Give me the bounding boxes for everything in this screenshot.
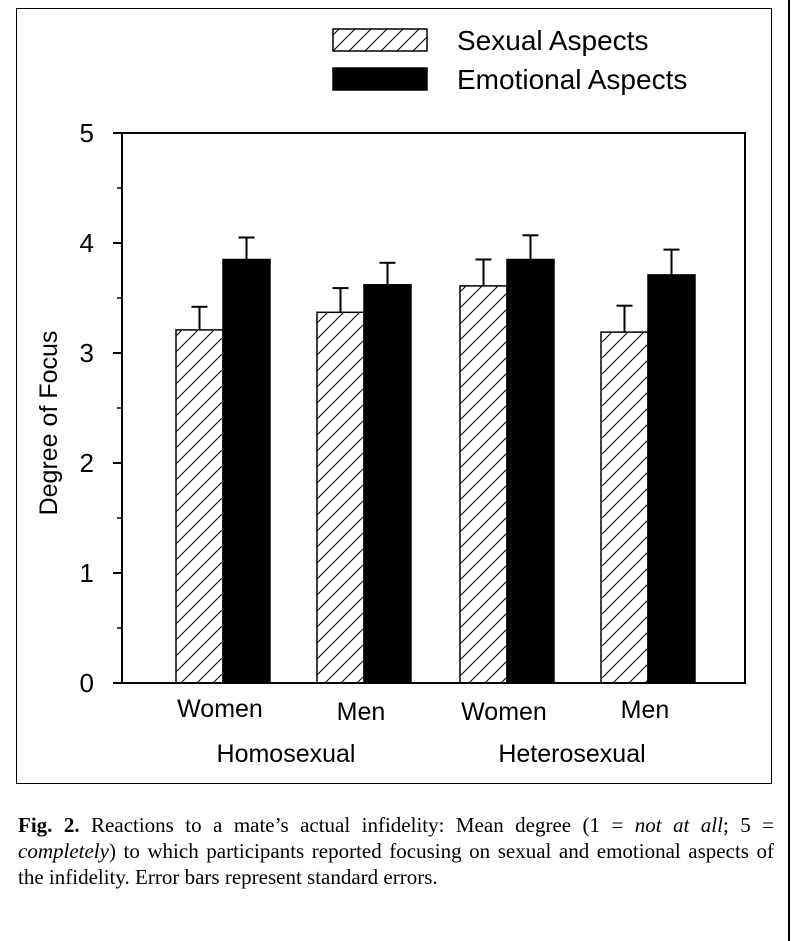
bar-sexual-aspects xyxy=(316,311,365,684)
caption-text: Reactions to a mate’s actual infidelity:… xyxy=(79,813,635,837)
caption-text: ; 5 = xyxy=(722,813,774,837)
y-tick-label: 4 xyxy=(80,228,94,258)
caption-text: ) to which participants reported focusin… xyxy=(18,839,774,889)
legend-label-emotional-aspects: Emotional Aspects xyxy=(457,64,687,95)
figure-caption: Fig. 2. Reactions to a mate’s actual inf… xyxy=(18,812,774,890)
bar-sexual-aspects xyxy=(175,329,224,684)
page-edge-line xyxy=(788,0,790,941)
bar-emotional-aspects xyxy=(222,258,271,684)
caption-emphasis-not-at-all: not at all xyxy=(634,813,723,837)
caption-emphasis-completely: completely xyxy=(18,839,109,863)
bar-emotional-aspects xyxy=(363,284,412,684)
y-tick-label: 0 xyxy=(80,668,94,698)
legend: Sexual Aspects Emotional Aspects xyxy=(332,25,687,95)
bar-chart: 0 1 2 3 4 5 Degree of Focus Women Men Women Men Hom… xyxy=(35,25,746,768)
y-axis-label: Degree of Focus xyxy=(35,331,63,516)
group-label: Heterosexual xyxy=(498,740,645,768)
bar-sexual-aspects xyxy=(600,331,649,684)
y-tick-label: 5 xyxy=(80,118,94,148)
group-label: Homosexual xyxy=(217,740,356,768)
x-tick-label: Men xyxy=(337,698,386,726)
legend-swatch-sexual-aspects xyxy=(332,28,428,52)
x-tick-label: Men xyxy=(621,696,670,724)
bar-emotional-aspects xyxy=(506,258,555,684)
legend-swatch-emotional-aspects xyxy=(332,67,428,91)
y-tick-label: 3 xyxy=(80,338,94,368)
y-tick-label: 1 xyxy=(80,558,94,588)
bar-emotional-aspects xyxy=(647,274,696,684)
bar-sexual-aspects xyxy=(459,285,508,684)
caption-label: Fig. 2. xyxy=(18,813,80,837)
legend-label-sexual-aspects: Sexual Aspects xyxy=(457,25,648,56)
y-tick-label: 2 xyxy=(80,448,94,478)
x-tick-label: Women xyxy=(177,695,263,723)
x-tick-label: Women xyxy=(461,698,547,726)
figure-frame xyxy=(16,8,772,784)
plot-area: 0 1 2 3 4 5 Degree of Focus Women Men Women Men Hom… xyxy=(35,118,746,768)
